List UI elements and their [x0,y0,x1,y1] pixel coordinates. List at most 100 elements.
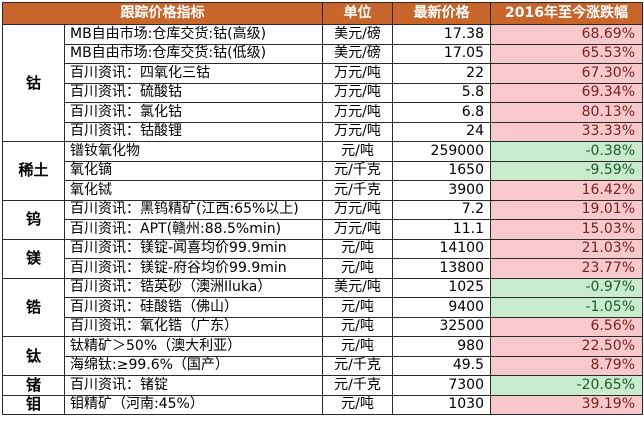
table-row: 百川资讯：氧化锆（广东） 元/吨 32500 6.56% [3,316,643,337]
change-cell: -1.05% [490,297,643,318]
price-cell: 3900 [392,180,491,201]
indicator-name-cell: 氧化铽 [64,180,323,201]
table-body: 钴 MB自由市场:仓库交货:钴(高级) 美元/磅 17.38 68.69% MB自由市场:… [2,24,643,415]
table-row: 百川资讯：硅酸锆（佛山） 元/吨 9400 -1.05% [3,297,643,318]
change-cell: -0.97% [490,277,643,298]
table-row: 锗百川资讯：锗锭 元/千克 7300 -20.65% [2,375,643,396]
indicator-name-cell: 海绵钛:≥99.6%（国产） [64,355,323,376]
price-cell: 5.8 [392,82,491,103]
price-cell: 1650 [392,160,491,181]
unit-cell: 元/千克 [322,375,393,396]
price-cell: 13800 [392,258,491,279]
indicator-name-cell: 百川资讯：氧化锆（广东） [64,316,323,337]
price-cell: 1025 [392,277,491,298]
header-change: 2016年至今涨跌幅 [490,2,643,25]
table-row: 稀土 镨钕氧化物 元/吨 259000 -0.38% [2,141,643,201]
indicator-name-cell: 镨钕氧化物 [64,141,323,162]
header-indicator: 跟踪价格指标 [2,2,323,25]
unit-cell: 美元/磅 [322,43,393,64]
change-cell: 67.30% [490,63,643,84]
change-cell: 6.56% [490,316,643,337]
change-cell: 80.13% [490,102,643,123]
unit-cell: 万元/吨 [322,82,393,103]
price-cell: 259000 [392,141,491,162]
unit-cell: 万元/吨 [322,199,393,220]
table-row: 镁百川资讯：镁锭-闻喜均价99.9min 元/吨 14100 21.03% [2,238,643,279]
indicator-name-cell: 百川资讯：黑钨精矿(江西:65%以上) [64,199,323,220]
price-cell: 1030 [392,394,491,415]
table-row: 氧化铽 元/千克 3900 16.42% [3,180,643,201]
indicator-name-cell: 百川资讯：镁锭-府谷均价99.9min [64,258,323,279]
table-row: 百川资讯：硫酸钴 万元/吨 5.8 69.34% [3,82,643,103]
table-row: 百川资讯：镁锭-府谷均价99.9min 元/吨 13800 23.77% [3,258,643,279]
table-row: 百川资讯：钴酸锂 万元/吨 24 33.33% [3,121,643,142]
metal-group-label: 钨 [2,199,65,240]
indicator-name-cell: 百川资讯：四氧化三钴 [64,63,323,84]
change-cell: 69.34% [490,82,643,103]
change-cell: 19.01% [490,199,643,220]
change-cell: 22.50% [490,336,643,357]
change-cell: 8.79% [490,355,643,376]
metal-group-label: 钴 [2,24,65,142]
unit-cell: 元/吨 [322,336,393,357]
indicator-name-cell: MB自由市场:仓库交货:钴(高级) [64,24,323,45]
change-cell: -20.65% [490,375,643,396]
table-row: 百川资讯：氯化钴 万元/吨 6.8 80.13% [3,102,643,123]
price-cell: 22 [392,63,491,84]
change-cell: 23.77% [490,258,643,279]
metal-group-label: 锆 [2,277,65,337]
unit-cell: 元/千克 [322,355,393,376]
unit-cell: 元/吨 [322,297,393,318]
price-cell: 11.1 [392,219,491,240]
indicator-name-cell: 百川资讯：硅酸锆（佛山） [64,297,323,318]
price-cell: 24 [392,121,491,142]
price-cell: 49.5 [392,355,491,376]
change-cell: 21.03% [490,238,643,259]
indicator-name-cell: MB自由市场:仓库交货:钴(低级) [64,43,323,64]
metal-group-label: 稀土 [2,141,65,201]
unit-cell: 元/千克 [322,180,393,201]
unit-cell: 元/吨 [322,316,393,337]
header-row: 跟踪价格指标 单位 最新价格 2016年至今涨跌幅 [2,2,643,25]
indicator-name-cell: 百川资讯：镁锭-闻喜均价99.9min [64,238,323,259]
unit-cell: 元/吨 [322,258,393,279]
table-row: 钛钛精矿＞50%（澳大利亚） 元/吨 980 22.50% [2,336,643,376]
table-row: MB自由市场:仓库交货:钴(低级) 美元/磅 17.05 65.53% [3,43,643,64]
unit-cell: 万元/吨 [322,219,393,240]
unit-cell: 万元/吨 [322,63,393,84]
indicator-name-cell: 百川资讯：APT(赣州:88.5%min) [64,219,323,240]
indicator-name-cell: 氧化镝 [64,160,323,181]
price-tracking-table: 跟踪价格指标 单位 最新价格 2016年至今涨跌幅 钴 MB自由市场:仓库交货:钴… [2,2,643,415]
unit-cell: 美元/吨 [322,277,393,298]
change-cell: -9.59% [490,160,643,181]
table-row: 锆百川资讯：锆英砂（澳洲Iluka） 美元/吨 1025 -0.97% [2,277,643,337]
unit-cell: 元/千克 [322,160,393,181]
metal-group-label: 钼 [2,394,65,415]
price-cell: 9400 [392,297,491,318]
unit-cell: 元/吨 [322,394,393,415]
change-cell: 39.19% [490,394,643,415]
metal-group-label: 镁 [2,238,65,279]
indicator-name-cell: 百川资讯：钴酸锂 [64,121,323,142]
table-row: 钼钼精矿（河南:45%） 元/吨 1030 39.19% [2,394,643,415]
change-cell: 65.53% [490,43,643,64]
header-price: 最新价格 [392,2,491,25]
price-cell: 7300 [392,375,491,396]
table-row: 钨百川资讯：黑钨精矿(江西:65%以上) 万元/吨 7.2 19.01% [2,199,643,240]
metal-group-label: 钛 [2,336,65,376]
price-cell: 980 [392,336,491,357]
indicator-name-cell: 百川资讯：氯化钴 [64,102,323,123]
metal-group-label: 锗 [2,375,65,396]
price-cell: 7.2 [392,199,491,220]
table-row: 钴 MB自由市场:仓库交货:钴(高级) 美元/磅 17.38 68.69% [2,24,643,142]
table-row: 氧化镝 元/千克 1650 -9.59% [3,160,643,181]
indicator-name-cell: 钼精矿（河南:45%） [64,394,323,415]
change-cell: 33.33% [490,121,643,142]
unit-cell: 万元/吨 [322,121,393,142]
table-row: 百川资讯：APT(赣州:88.5%min) 万元/吨 11.1 15.03% [3,219,643,240]
unit-cell: 美元/磅 [322,24,393,45]
price-cell: 6.8 [392,102,491,123]
indicator-name-cell: 百川资讯：锆英砂（澳洲Iluka） [64,277,323,298]
unit-cell: 元/吨 [322,238,393,259]
table-row: 海绵钛:≥99.6%（国产） 元/千克 49.5 8.79% [3,355,643,376]
